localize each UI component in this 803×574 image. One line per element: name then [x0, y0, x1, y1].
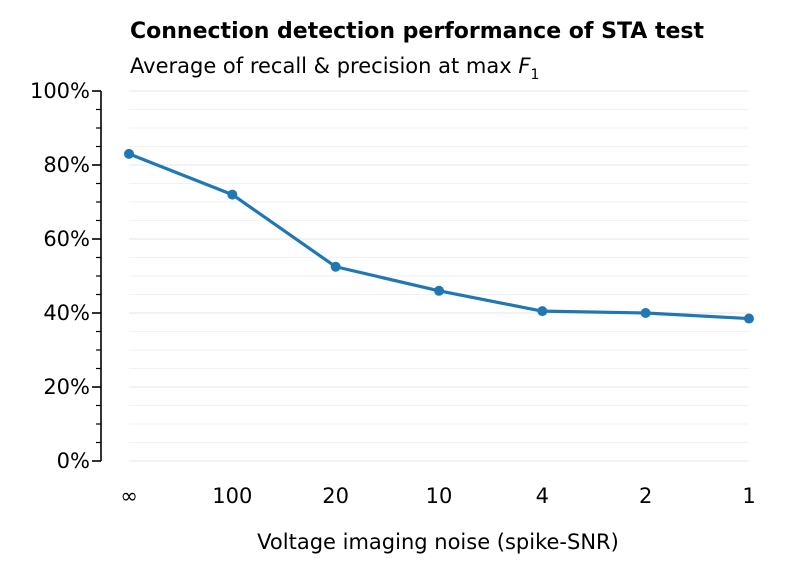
data-point [124, 148, 134, 159]
data-point [434, 285, 444, 296]
x-tick-label: 100 [212, 484, 252, 508]
chart-subtitle: Average of recall & precision at max F1 [130, 54, 539, 83]
x-tick-label: 1 [742, 484, 755, 508]
y-tick-label: 20% [43, 375, 90, 399]
data-point [330, 261, 341, 272]
x-tick-label: 20 [322, 484, 349, 508]
x-axis-label: Voltage imaging noise (spike-SNR) [257, 530, 619, 554]
series-layer [124, 148, 754, 324]
data-point [227, 189, 238, 200]
y-tick-label: 0% [57, 449, 90, 473]
data-point [640, 308, 651, 318]
x-tick-label: 4 [536, 484, 549, 508]
x-tick-label: ∞ [120, 484, 138, 508]
y-tick-label: 100% [30, 79, 90, 103]
grid [129, 90, 749, 462]
data-point [537, 306, 548, 317]
y-axis: 0% 20% 40% 60% 80% 100% [30, 79, 102, 473]
data-point [744, 313, 754, 324]
subtitle-math-sub: 1 [530, 67, 539, 83]
x-tick-label: 2 [639, 484, 652, 508]
y-tick-label: 80% [43, 153, 90, 177]
y-tick-label: 40% [43, 301, 90, 325]
chart-title: Connection detection performance of STA … [130, 19, 704, 44]
x-axis: ∞ 100 20 10 4 2 1 [120, 484, 755, 508]
subtitle-text: Average of recall & precision at max [130, 54, 518, 78]
subtitle-math-f: F [518, 54, 531, 78]
y-tick-label: 60% [43, 227, 90, 251]
x-tick-label: 10 [426, 484, 453, 508]
